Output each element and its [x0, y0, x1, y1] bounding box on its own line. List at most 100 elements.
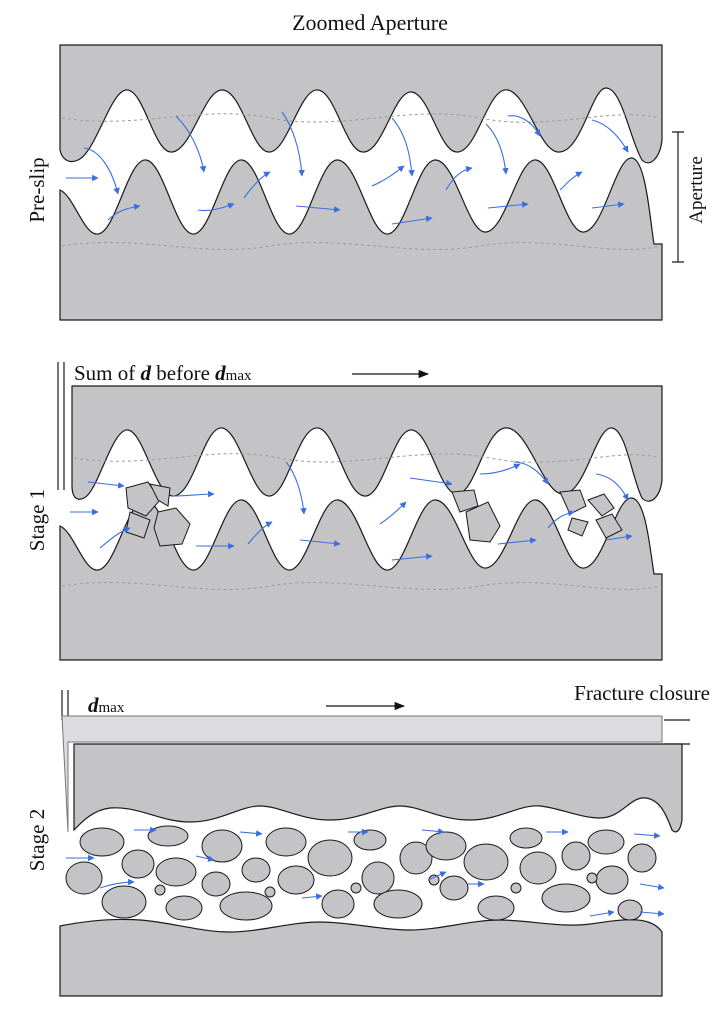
particle — [595, 865, 629, 895]
flow-arrow-icon — [497, 537, 537, 545]
particle — [439, 875, 469, 901]
closure-bracket — [664, 719, 690, 745]
flow-arrow-icon — [409, 477, 453, 487]
asperity-fragments — [125, 481, 623, 547]
flow-arrow-icon — [285, 461, 307, 515]
fragment — [587, 493, 615, 517]
fragment — [153, 507, 191, 547]
particle — [201, 871, 231, 897]
flow-arrow-icon — [299, 539, 341, 547]
upper-wall — [59, 44, 663, 164]
upper-wall — [71, 385, 663, 502]
particle — [65, 861, 103, 895]
flow-arrows-stage-1 — [70, 461, 633, 561]
flow-arrow-icon — [427, 871, 447, 881]
particle — [154, 884, 166, 896]
stage1-annotation: Sum of d before dmax — [74, 361, 252, 385]
particle — [399, 841, 433, 875]
upper-wall — [73, 743, 683, 833]
flow-arrow-icon — [605, 533, 633, 541]
particle — [155, 857, 197, 887]
flow-arrow-icon — [379, 501, 407, 525]
fragment — [125, 511, 151, 539]
particle — [425, 831, 467, 861]
particle — [373, 889, 423, 919]
particle — [428, 874, 440, 886]
particle — [509, 827, 543, 849]
flow-arrows-pre-slip — [66, 111, 629, 225]
particle — [147, 825, 189, 847]
flow-arrow-icon — [171, 490, 215, 498]
particle — [561, 841, 591, 871]
flow-arrow-icon — [591, 201, 625, 209]
gouge-particles — [65, 825, 657, 921]
pre-closure-outline — [61, 715, 663, 833]
flow-arrow-icon — [83, 147, 120, 195]
particle — [510, 882, 522, 894]
upper-dashed-line — [61, 113, 661, 123]
fragment — [595, 513, 623, 539]
aperture-bracket — [672, 131, 684, 263]
particle — [79, 827, 125, 857]
flow-arrow-icon — [99, 878, 135, 889]
flow-arrow-icon — [195, 855, 215, 862]
panel-label-stage-1: Stage 1 — [25, 489, 49, 551]
flow-arrow-icon — [485, 123, 509, 175]
particle — [307, 839, 353, 877]
panel-stage-2: Stage 2 dmax Fracture closure — [25, 681, 710, 997]
particle — [587, 829, 625, 855]
particle — [121, 849, 155, 879]
fragment — [465, 501, 501, 543]
flow-arrow-icon — [589, 909, 615, 917]
particle — [586, 872, 598, 884]
flow-arrows-stage-2 — [66, 826, 665, 917]
flow-arrow-icon — [547, 509, 575, 529]
particle — [321, 889, 355, 919]
flow-arrow-icon — [391, 215, 433, 225]
fragment — [149, 483, 171, 507]
particle — [617, 899, 643, 921]
flow-arrow-icon — [639, 883, 665, 891]
flow-arrow-icon — [99, 526, 131, 549]
offset-marker — [61, 690, 69, 720]
upper-dashed-line — [73, 453, 661, 463]
flow-arrow-icon — [633, 832, 661, 839]
lower-wall — [59, 918, 663, 997]
particle — [541, 883, 591, 913]
flow-arrow-icon — [371, 165, 405, 187]
aperture-label: Aperture — [686, 156, 707, 224]
panel-label-pre-slip: Pre-slip — [25, 157, 49, 222]
lower-dashed-line — [61, 242, 661, 250]
flow-arrow-icon — [513, 461, 549, 485]
lower-dashed-line — [61, 582, 661, 590]
particle — [477, 895, 515, 921]
flow-arrow-icon — [421, 828, 445, 835]
flow-arrow-icon — [197, 202, 235, 212]
flow-arrow-icon — [239, 830, 263, 837]
fragment — [559, 489, 587, 515]
particle — [101, 885, 147, 919]
panel-label-stage-2: Stage 2 — [25, 809, 49, 871]
particle — [350, 882, 362, 894]
flow-arrow-icon — [301, 893, 323, 900]
figure-title: Zoomed Aperture — [292, 10, 448, 35]
panel-pre-slip: Pre-slip Aperture — [25, 44, 707, 321]
flow-arrow-icon — [487, 201, 529, 209]
flow-arrow-icon — [559, 171, 583, 191]
stage2-annotation: dmax — [88, 693, 125, 717]
flow-arrow-icon — [247, 521, 273, 545]
panel-stage-1: Stage 1 Sum of d before dmax — [25, 361, 663, 661]
flow-arrow-icon — [445, 165, 473, 191]
flow-arrow-icon — [243, 171, 271, 199]
flow-arrow-icon — [595, 473, 629, 501]
particle — [361, 861, 395, 895]
flow-arrow-icon — [391, 553, 433, 561]
particle — [627, 843, 657, 873]
flow-arrow-icon — [479, 463, 521, 475]
flow-arrow-icon — [87, 481, 125, 489]
flow-arrow-icon — [281, 111, 305, 177]
flow-arrow-icon — [591, 119, 629, 153]
fragment — [125, 481, 161, 517]
particle — [165, 895, 203, 921]
